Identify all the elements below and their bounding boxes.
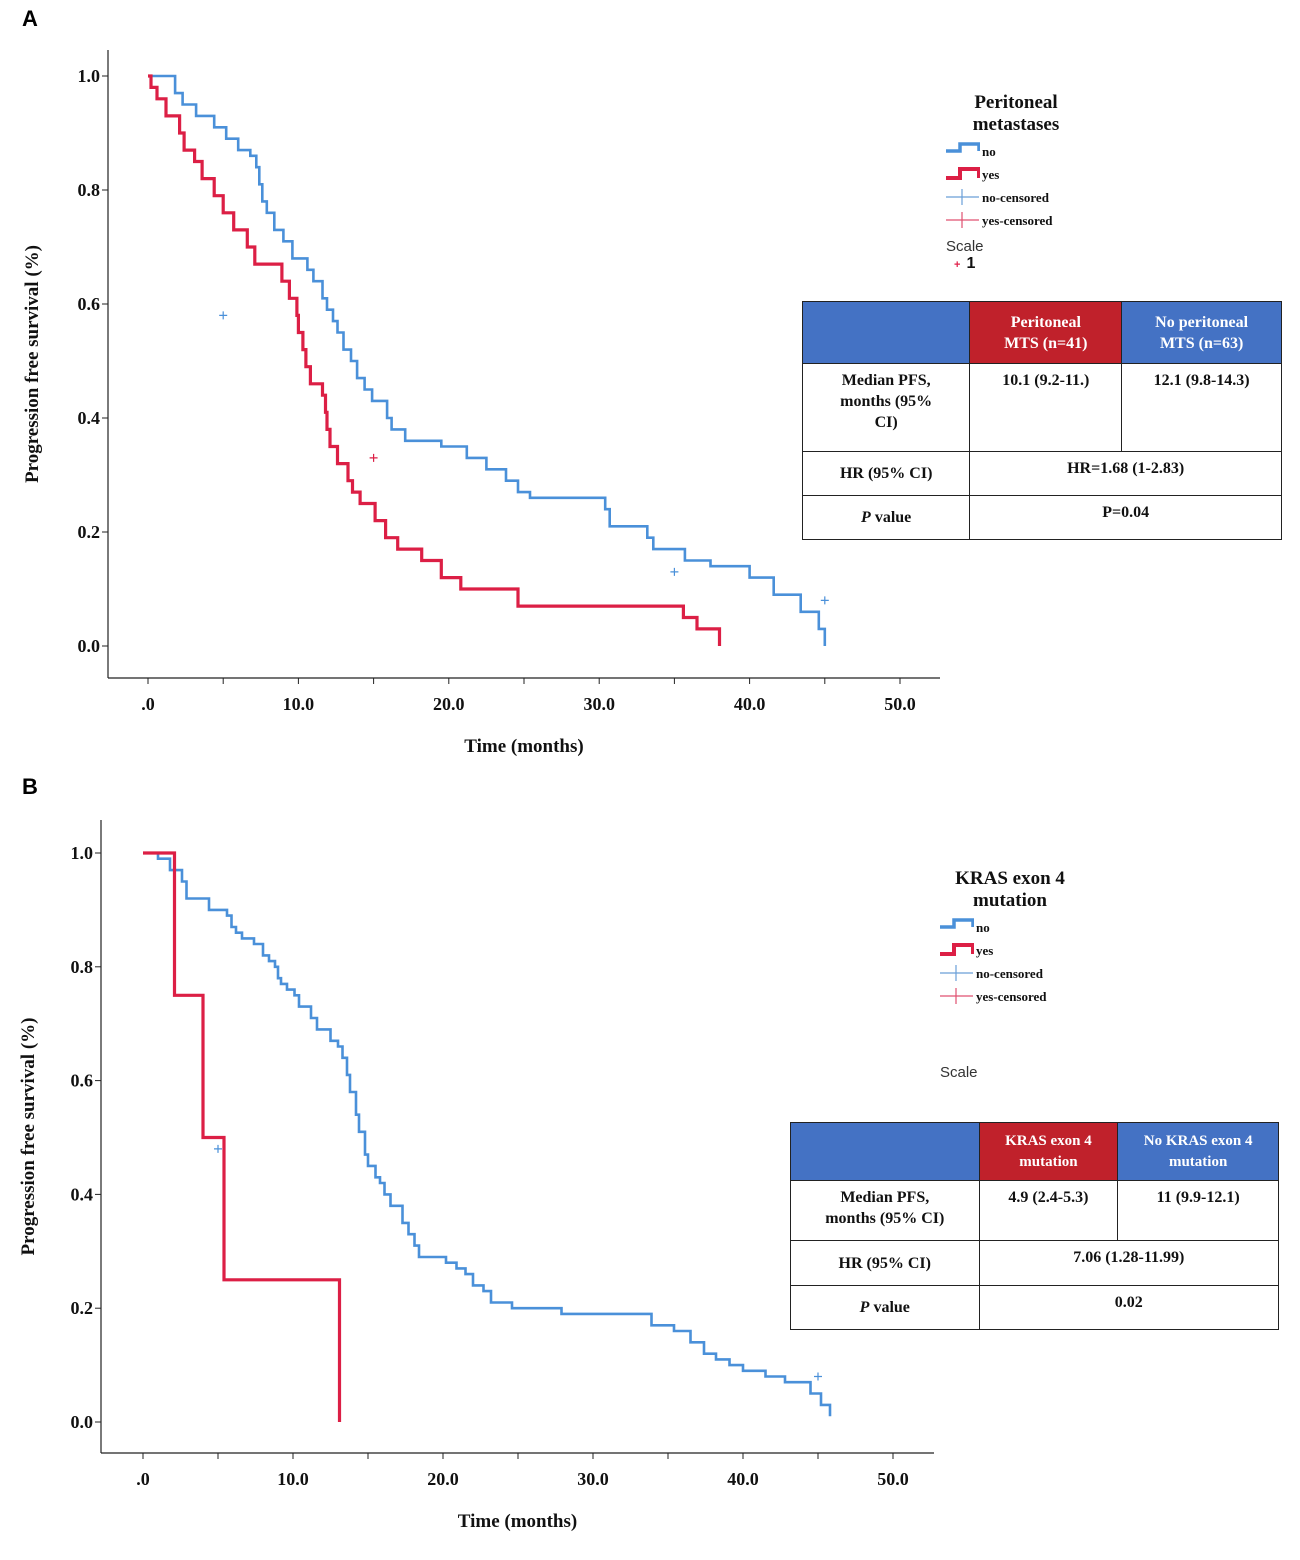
table-row-label-median: Median PFS, months (95% CI): [790, 1180, 980, 1241]
y-tick-label: 0.2: [71, 1298, 94, 1318]
x-tick-label: .0: [141, 694, 155, 714]
legend-a: Peritoneal metastases no yes no-censored…: [946, 92, 1146, 273]
censor-mark-no: [214, 1144, 222, 1153]
legend-title-b: KRAS exon 4 mutation: [900, 868, 1120, 912]
legend-title-line: Peritoneal: [974, 92, 1058, 113]
table-cell-median-group2: 12.1 (9.8-14.3): [1121, 363, 1282, 452]
legend-item-yes-censored: yes-censored: [940, 985, 1140, 1008]
y-tick-label: 1.0: [71, 843, 94, 863]
censor-mark-no: [814, 1372, 822, 1381]
legend-item-yes-censored: yes-censored: [946, 209, 1146, 232]
y-tick-label: 0.6: [78, 294, 101, 314]
table-cell-median-group1: 4.9 (2.4-5.3): [978, 1180, 1119, 1241]
scale-dot-icon: +: [954, 259, 961, 271]
x-tick-label: 20.0: [427, 1469, 459, 1489]
stats-table-b: KRAS exon 4 mutation No KRAS exon 4 mutati…: [790, 1122, 1280, 1330]
legend-item-label: yes: [982, 167, 1000, 182]
km-curve-yes: [148, 74, 722, 646]
panel-label-a: A: [22, 6, 38, 31]
x-tick-label: 40.0: [734, 694, 766, 714]
scale-label: Scale: [946, 238, 984, 255]
table-row-label-hr: HR (95% CI): [790, 1240, 980, 1286]
legend-item-no-censored: no-censored: [946, 186, 1146, 209]
legend-title-a: Peritoneal metastases: [906, 92, 1126, 136]
legend-title-line: mutation: [973, 890, 1047, 911]
y-axis-title: Progression free survival (%): [18, 1018, 39, 1256]
scale-value: +1: [954, 255, 1146, 273]
legend-item-no: no: [940, 916, 1140, 939]
stats-table-a: Peritoneal MTS (n=41) No peritoneal MTS (n…: [801, 301, 1282, 540]
censor-mark-no: [820, 596, 829, 605]
x-tick-label: 50.0: [877, 1469, 909, 1489]
table-header-group2: No KRAS exon 4 mutation: [1117, 1122, 1279, 1181]
legend-title-line: metastases: [972, 114, 1060, 135]
y-tick-label: 0.6: [71, 1071, 94, 1091]
table-row-label-p: P value: [801, 495, 971, 540]
table-header-blank: [790, 1122, 980, 1181]
y-tick-label: 0.0: [71, 1412, 94, 1432]
censor-mark-no: [670, 567, 679, 576]
x-tick-label: 30.0: [583, 694, 615, 714]
y-tick-label: 0.0: [78, 636, 101, 656]
x-axis-title: Time (months): [464, 736, 583, 757]
panel-label-b: B: [22, 774, 38, 799]
legend-item-label: yes: [976, 943, 994, 958]
table-row-label-median: Median PFS, months (95% CI): [801, 363, 971, 452]
y-axis-title: Progression free survival (%): [22, 245, 43, 483]
x-tick-label: 20.0: [433, 694, 465, 714]
x-tick-label: 50.0: [884, 694, 916, 714]
legend-item-yes: yes: [946, 163, 1146, 186]
table-cell-p: P=0.04: [969, 495, 1282, 540]
legend-item-label: no-censored: [976, 966, 1043, 981]
legend-item-label: no-censored: [982, 190, 1049, 205]
table-row-label-p: P value: [790, 1285, 980, 1330]
legend-item-yes: yes: [940, 939, 1140, 962]
x-tick-label: 40.0: [727, 1469, 759, 1489]
legend-item-label: yes-censored: [982, 213, 1053, 228]
table-cell-p: 0.02: [978, 1285, 1280, 1330]
table-header-blank: [801, 301, 971, 364]
table-row-label-hr: HR (95% CI): [801, 451, 971, 496]
scale-label: Scale: [940, 1064, 978, 1081]
x-tick-label: .0: [136, 1469, 150, 1489]
legend-item-no-censored: no-censored: [940, 962, 1140, 985]
y-tick-label: 0.4: [78, 408, 101, 428]
x-tick-label: 10.0: [283, 694, 315, 714]
table-cell-median-group2: 11 (9.9-12.1): [1117, 1180, 1279, 1241]
table-header-group2: No peritoneal MTS (n=63): [1121, 301, 1282, 364]
legend-title-line: KRAS exon 4: [955, 868, 1065, 889]
x-tick-label: 10.0: [277, 1469, 309, 1489]
censor-mark-yes: [369, 453, 378, 462]
y-tick-label: 0.8: [71, 957, 94, 977]
legend-item-label: no: [976, 920, 990, 935]
y-tick-label: 0.8: [78, 180, 101, 200]
y-tick-label: 1.0: [78, 66, 101, 86]
censor-mark-no: [219, 311, 228, 320]
table-header-group1: KRAS exon 4 mutation: [978, 1122, 1119, 1181]
y-tick-label: 0.4: [71, 1184, 94, 1204]
table-header-group1: Peritoneal MTS (n=41): [969, 301, 1123, 364]
x-axis-title: Time (months): [458, 1511, 577, 1532]
km-curve-yes: [143, 851, 342, 1422]
legend-item-label: yes-censored: [976, 989, 1047, 1004]
y-tick-label: 0.2: [78, 522, 101, 542]
km-curve-no: [143, 851, 832, 1417]
km-curve-no: [148, 74, 827, 646]
legend-b: KRAS exon 4 mutation no yes no-censored …: [940, 868, 1140, 1081]
table-cell-hr: 7.06 (1.28-11.99): [978, 1240, 1280, 1286]
scale-value-text: 1: [966, 255, 976, 272]
km-plot-b: 0.0 0.2 0.4 0.6 0.8 1.0 .0 10.0 20.0 30.0 40.0 50.0…: [18, 820, 934, 1532]
table-cell-hr: HR=1.68 (1-2.83): [969, 451, 1282, 496]
table-cell-median-group1: 10.1 (9.2-11.): [969, 363, 1123, 452]
x-tick-label: 30.0: [577, 1469, 609, 1489]
legend-item-label: no: [982, 144, 996, 159]
km-plot-a: 0.0 0.2 0.4 0.6 0.8 1.0 .0 10.0 20.0 30.0 40.0 50.0…: [22, 50, 940, 757]
legend-item-no: no: [946, 140, 1146, 163]
